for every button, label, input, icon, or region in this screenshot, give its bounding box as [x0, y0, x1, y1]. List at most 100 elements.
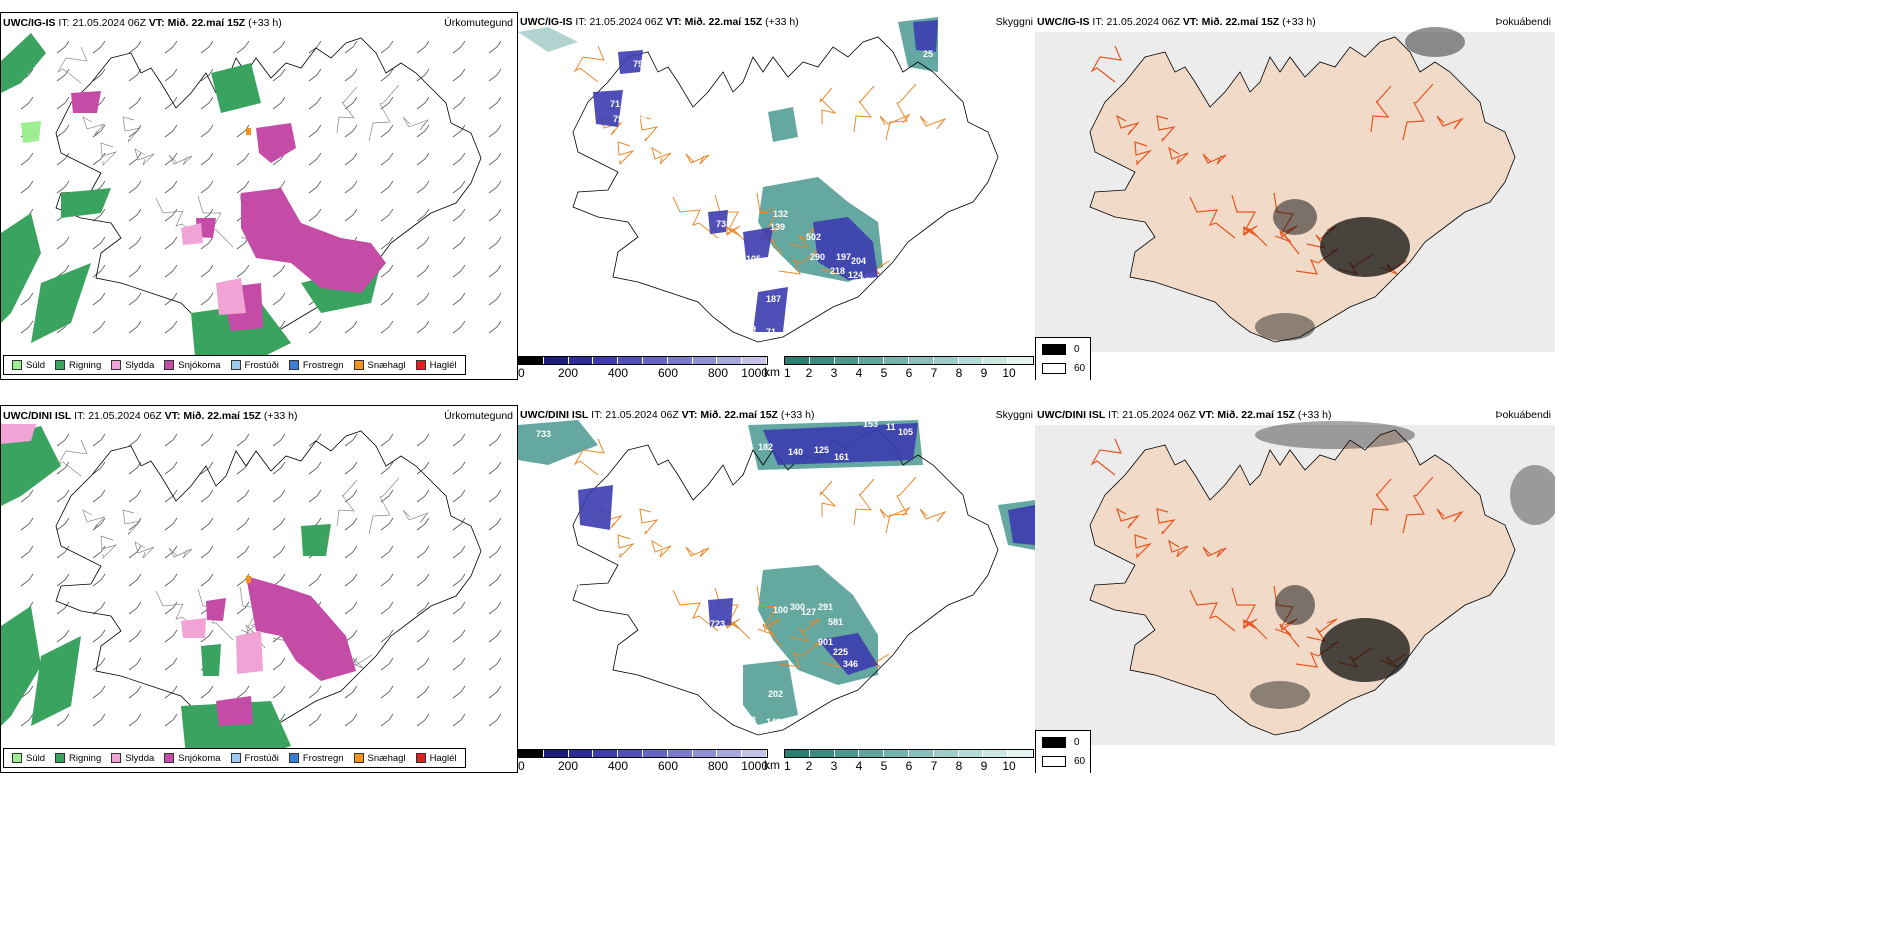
wind-barb [128, 68, 142, 82]
fog-high-swatch [1042, 344, 1066, 355]
wind-barb [452, 713, 466, 727]
cloud-base-areas [593, 20, 938, 332]
wind-barb [344, 40, 358, 54]
wind-barb [416, 461, 430, 475]
legend-item: Snæhagl [353, 753, 406, 764]
wind-barb [164, 264, 178, 278]
wind-barb [56, 517, 70, 531]
cloud-base-label: 153 [863, 419, 878, 429]
road-line [919, 115, 947, 130]
wind-barb [272, 685, 286, 699]
wind-barb [488, 713, 502, 727]
road-line [1306, 618, 1338, 642]
cloud-base-label: 79 [633, 59, 643, 69]
road-line [672, 589, 719, 632]
road-line [778, 641, 822, 668]
road-line [122, 509, 141, 536]
wind-barb [452, 264, 466, 278]
fog-index-areas [1255, 27, 1465, 341]
wind-barb [92, 236, 106, 250]
fog-map [1035, 27, 1555, 352]
wind-barb [20, 573, 34, 587]
wind-barb [380, 517, 394, 531]
road-line [336, 479, 358, 527]
cloud-base-areas [578, 423, 1035, 675]
sleet-areas [181, 223, 246, 315]
wind-barb [344, 517, 358, 531]
legend-label: Súld [26, 359, 46, 371]
wind-barb [452, 124, 466, 138]
colorbar-step [859, 357, 885, 364]
wind-barb [344, 489, 358, 503]
road-line [1156, 115, 1176, 142]
wind-barb [308, 68, 322, 82]
precip-map [1, 424, 502, 766]
cloud-base-label: 733 [536, 429, 551, 439]
cloud-base-labels: 79 71 79 48 73 132 139 502 105 290 197 204 218 124 106… [610, 49, 933, 337]
wind-barb [164, 40, 178, 54]
road-line [155, 590, 202, 633]
road-line [82, 509, 106, 530]
wind-barb [20, 545, 34, 559]
wind-barb [128, 517, 142, 531]
road-line [1231, 587, 1268, 640]
colorbar-step [667, 750, 693, 757]
legend-item: Snæhagl [353, 360, 406, 371]
colorbar-tick: 600 [657, 759, 679, 773]
wind-barb [92, 517, 106, 531]
wind-barb [92, 433, 106, 447]
colorbar-tick: 8 [955, 366, 963, 380]
wind-barb [308, 685, 322, 699]
wind-barb [128, 461, 142, 475]
road-line [368, 477, 400, 535]
wind-barb [56, 68, 70, 82]
fog-high-swatch [1042, 737, 1066, 748]
wind-barb [416, 264, 430, 278]
wind-barb [272, 545, 286, 559]
colorbar-tick: 0 [518, 366, 525, 380]
wind-barb [92, 68, 106, 82]
colorbar-tick: 4 [855, 366, 863, 380]
colorbar-step [692, 357, 718, 364]
wind-barb [128, 713, 142, 727]
road-line [617, 141, 635, 166]
wind-barb [236, 152, 250, 166]
cloud-base-label: 73 [716, 219, 726, 229]
wind-barb [128, 489, 142, 503]
legend-label: Slydda [125, 359, 155, 371]
wind-barb [380, 601, 394, 615]
wind-barb [20, 517, 34, 531]
cloud-base-label: 71 [610, 99, 620, 109]
colorbar-tick: 200 [557, 759, 579, 773]
wind-barb [344, 545, 358, 559]
colorbar-tick: 6 [905, 366, 913, 380]
wind-barb [488, 40, 502, 54]
wind-barb [344, 96, 358, 110]
road-line [1436, 115, 1464, 130]
fog-panel-row2: UWC/DINI ISL IT: 21.05.2024 06Z VT: Mið.… [1035, 405, 1555, 773]
wind-barb [128, 629, 142, 643]
wind-barb [200, 236, 214, 250]
wind-barb [416, 96, 430, 110]
wind-barb [164, 517, 178, 531]
drizzle-areas [21, 121, 41, 143]
colorbar-step [642, 357, 668, 364]
wind-barb [344, 124, 358, 138]
wind-barb [416, 629, 430, 643]
wind-barb [56, 152, 70, 166]
wind-barb [56, 124, 70, 138]
wind-barb [92, 40, 106, 54]
cloud-base-label: 48 [636, 112, 646, 122]
wind-barb [164, 180, 178, 194]
wind-barb [128, 124, 142, 138]
colorbar-step [884, 750, 909, 757]
colorbar-tick: 200 [557, 366, 579, 380]
wind-barb [92, 685, 106, 699]
fog-index-areas [1250, 421, 1555, 709]
colorbar-step [958, 357, 984, 364]
colorbar-step [519, 357, 544, 364]
wind-barb [56, 96, 70, 110]
wind-barb [380, 685, 394, 699]
wind-barb [128, 320, 142, 334]
